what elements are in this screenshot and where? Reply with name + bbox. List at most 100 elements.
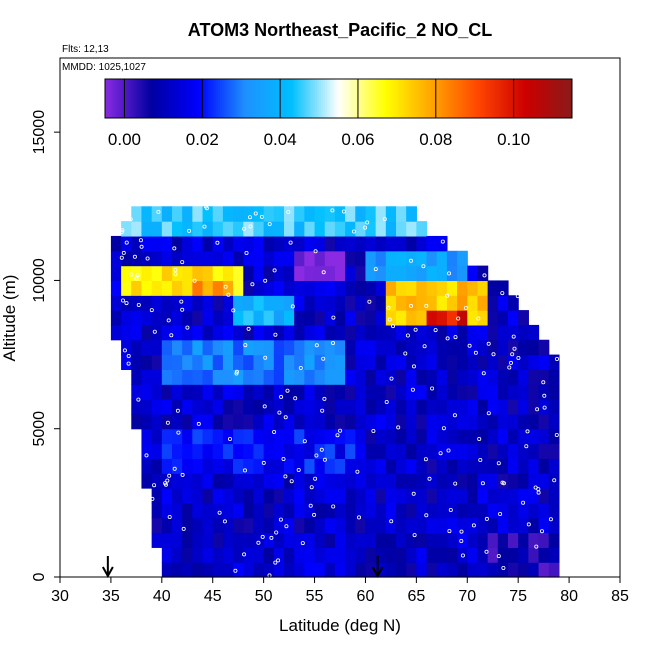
- heatmap-cell: [131, 384, 143, 400]
- x-axis-label: Latitude (deg N): [279, 616, 401, 635]
- heatmap-cell: [406, 517, 417, 534]
- colorbar-segment: [241, 79, 244, 118]
- colorbar-segment: [445, 79, 448, 118]
- heatmap-cell: [416, 295, 428, 311]
- sample-point: [309, 485, 314, 490]
- heatmap-cell: [538, 547, 550, 563]
- heatmap-cell: [334, 310, 346, 326]
- heatmap-cells: [110, 206, 560, 578]
- heatmap-cell: [304, 369, 316, 385]
- heatmap-cell: [548, 562, 560, 578]
- colorbar-segment: [110, 79, 114, 118]
- heatmap-cell: [222, 369, 234, 385]
- heatmap-cell: [273, 324, 285, 341]
- heatmap-cell: [365, 413, 377, 430]
- heatmap-cell: [467, 443, 479, 459]
- heatmap-cell: [334, 428, 346, 445]
- sample-point: [152, 483, 157, 488]
- heatmap-cell: [457, 295, 468, 311]
- colorbar-segment: [560, 79, 563, 118]
- sample-point: [149, 308, 154, 313]
- sample-point: [136, 302, 141, 307]
- heatmap-cell: [446, 488, 458, 504]
- heatmap-cell: [253, 384, 265, 400]
- sample-point: [176, 430, 181, 435]
- heatmap-cell: [192, 517, 204, 534]
- heatmap-cell: [355, 324, 367, 341]
- sample-point: [427, 476, 432, 481]
- colorbar-segment: [163, 79, 166, 118]
- heatmap-cell: [396, 532, 407, 548]
- sample-point: [180, 307, 185, 312]
- colorbar-tick-label: 0.06: [341, 130, 374, 149]
- heatmap-cell: [446, 295, 458, 311]
- heatmap-cell: [131, 235, 143, 252]
- dates-note: MMDD: 1025,1027: [62, 62, 146, 73]
- heatmap-cell: [497, 295, 509, 311]
- heatmap-cell: [365, 502, 377, 519]
- colorbar-segment: [439, 79, 443, 118]
- y-tick-label: 10000: [31, 258, 48, 303]
- heatmap-cell: [324, 280, 336, 296]
- heatmap-cell: [243, 502, 255, 519]
- heatmap-cell: [436, 502, 448, 519]
- heatmap-cell: [243, 265, 255, 282]
- heatmap-cell: [528, 324, 540, 341]
- heatmap-cell: [385, 413, 397, 430]
- y-axis: 0 5000 10000 15000: [31, 110, 60, 581]
- sample-point: [452, 413, 457, 418]
- sample-point: [331, 315, 336, 320]
- heatmap-cell: [233, 547, 244, 563]
- colorbar-segment: [151, 79, 155, 118]
- heatmap-cell: [416, 250, 428, 267]
- heatmap-cell: [233, 443, 244, 459]
- heatmap-cell: [161, 399, 173, 415]
- heatmap-cell: [192, 221, 204, 237]
- heatmap-cell: [263, 235, 275, 252]
- heatmap-cell: [365, 265, 377, 282]
- heatmap-cell: [396, 458, 407, 474]
- colorbar-segment: [402, 79, 406, 118]
- heatmap-cell: [477, 562, 489, 578]
- heatmap-cell: [212, 473, 224, 489]
- heatmap-cell: [487, 354, 499, 370]
- heatmap-cell: [273, 310, 285, 326]
- heatmap-cell: [406, 532, 417, 548]
- x-tick-label: 30: [51, 588, 69, 605]
- heatmap-cell: [314, 280, 326, 296]
- heatmap-cell: [243, 532, 255, 548]
- sample-point: [524, 444, 529, 449]
- heatmap-cell: [446, 547, 458, 563]
- sample-point: [166, 318, 171, 323]
- heatmap-cell: [518, 339, 529, 356]
- heatmap-cell: [182, 206, 193, 222]
- heatmap-cell: [334, 413, 346, 430]
- heatmap-cell: [273, 532, 285, 548]
- heatmap-cell: [467, 280, 479, 296]
- colorbar-segment: [463, 79, 466, 118]
- heatmap-cell: [192, 488, 204, 504]
- heatmap-cell: [324, 547, 336, 563]
- heatmap-cell: [467, 295, 479, 311]
- sample-point: [448, 507, 453, 512]
- sample-point: [181, 526, 186, 531]
- heatmap-cell: [284, 443, 295, 459]
- colorbar-segment: [336, 79, 339, 118]
- heatmap-cell: [365, 488, 377, 504]
- heatmap-cell: [202, 458, 214, 474]
- sample-point: [552, 478, 557, 483]
- heatmap-cell: [334, 458, 346, 474]
- heatmap-cell: [284, 399, 295, 415]
- heatmap-cell: [131, 369, 143, 385]
- colorbar-segment: [287, 79, 291, 118]
- colorbar-segment: [274, 79, 277, 118]
- heatmap-cell: [375, 428, 387, 445]
- heatmap-cell: [202, 324, 214, 341]
- heatmap-cell: [172, 458, 183, 474]
- heatmap-cell: [477, 413, 489, 430]
- heatmap-cell: [121, 265, 132, 282]
- heatmap-cell: [202, 221, 214, 237]
- heatmap-cell: [151, 369, 163, 385]
- heatmap-cell: [436, 428, 448, 445]
- heatmap-cell: [396, 339, 407, 356]
